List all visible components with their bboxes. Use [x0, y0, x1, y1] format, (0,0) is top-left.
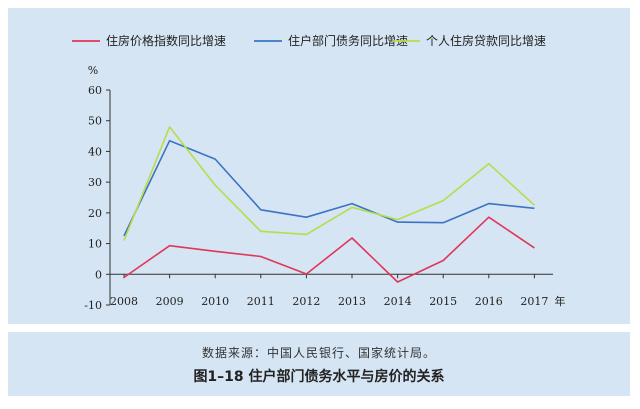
- x-axis-ticks: 2008 2009 2010 2011 2012 2013 2014 2015 2016 2017: [110, 274, 548, 308]
- data-source-note: 数据来源：中国人民银行、国家统计局。: [201, 346, 436, 360]
- x-tick-label: 2016: [475, 295, 503, 308]
- y-tick-label: 0: [95, 268, 102, 281]
- legend: 住房价格指数同比增速 住户部门债务同比增速 个人住房贷款同比增速: [72, 33, 546, 48]
- figure-title: 图1–18 住户部门债务水平与房价的关系: [193, 369, 445, 385]
- legend-label: 住房价格指数同比增速: [106, 33, 226, 48]
- y-tick-label: 10: [88, 238, 102, 251]
- x-tick-label: 2010: [201, 295, 229, 308]
- series-lines: [123, 126, 535, 283]
- x-tick-label: 2008: [110, 295, 138, 308]
- y-axis-ticks: -10 0 10 20 30 40 50 60: [84, 84, 110, 312]
- chart-panel: 住房价格指数同比增速 住户部门债务同比增速 个人住房贷款同比增速 % -10 0 10 2…: [8, 8, 630, 324]
- x-tick-label: 2011: [247, 295, 275, 308]
- y-tick-label: 40: [88, 145, 102, 158]
- line-chart: 住房价格指数同比增速 住户部门债务同比增速 个人住房贷款同比增速 % -10 0 10 2…: [72, 33, 566, 312]
- x-tick-label: 2009: [156, 295, 184, 308]
- x-tick-label: 2017: [520, 295, 548, 308]
- x-tick-label: 2013: [338, 295, 366, 308]
- y-tick-label: 20: [88, 207, 102, 220]
- x-tick-label: 2015: [429, 295, 457, 308]
- x-tick-label: 2014: [384, 295, 412, 308]
- x-axis-unit: 年: [555, 294, 566, 308]
- y-axis-unit: %: [88, 64, 98, 77]
- x-tick-label: 2012: [292, 295, 320, 308]
- y-tick-label: 60: [88, 84, 102, 97]
- legend-label: 住户部门债务同比增速: [288, 33, 408, 48]
- legend-label: 个人住房贷款同比增速: [426, 33, 546, 48]
- y-tick-label: 30: [88, 176, 102, 189]
- series-line-3: [123, 126, 535, 241]
- y-tick-label: 50: [88, 115, 102, 128]
- series-line-1: [123, 216, 535, 283]
- y-tick-label: -10: [84, 299, 102, 312]
- axes: [109, 90, 553, 305]
- caption-panel: 数据来源：中国人民银行、国家统计局。 图1–18 住户部门债务水平与房价的关系: [8, 332, 630, 396]
- series-line-2: [123, 139, 535, 237]
